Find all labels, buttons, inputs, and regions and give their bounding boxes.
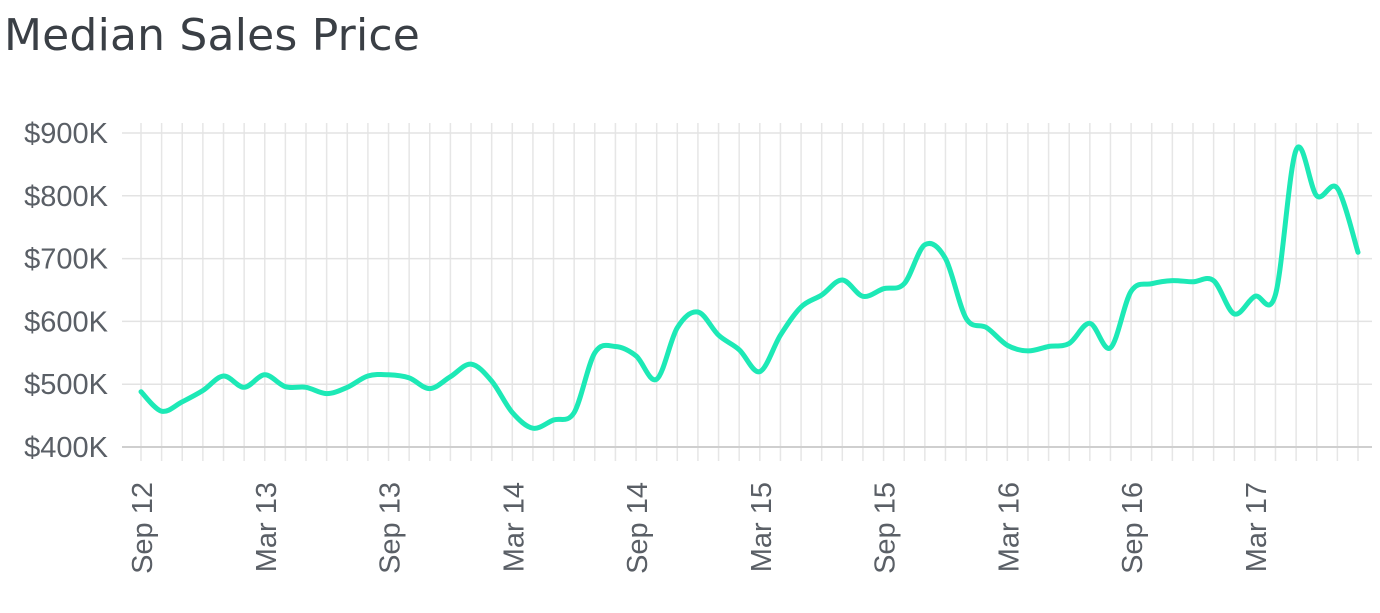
x-tick-label: Mar 17 (1241, 482, 1273, 572)
x-tick-label: Mar 15 (746, 482, 778, 572)
y-tick-label: $700K (24, 244, 109, 276)
x-tick-label: Sep 15 (870, 482, 902, 574)
x-tick-label: Sep 12 (127, 482, 159, 574)
y-tick-label: $900K (24, 118, 109, 150)
x-axis: Sep 12 Mar 13 Sep 13 Mar 14 Sep 14 Mar 15 Sep … (127, 482, 1273, 574)
x-tick-label: Sep 13 (375, 482, 407, 574)
y-tick-label: $400K (24, 432, 109, 464)
x-tick-label: Mar 14 (498, 482, 530, 572)
y-axis: $400K $500K $600K $700K $800K $900K (24, 118, 109, 464)
x-tick-label: Sep 16 (1117, 482, 1149, 574)
y-tick-label: $800K (24, 181, 109, 213)
x-tick-label: Mar 16 (993, 482, 1025, 572)
series-line (138, 144, 1361, 431)
x-tick-label: Sep 14 (622, 482, 654, 574)
x-tick-label: Mar 13 (251, 482, 283, 572)
grid (122, 123, 1372, 461)
y-tick-label: $500K (24, 369, 109, 401)
page-title: Median Sales Price (4, 10, 421, 61)
y-tick-label: $600K (24, 306, 109, 338)
